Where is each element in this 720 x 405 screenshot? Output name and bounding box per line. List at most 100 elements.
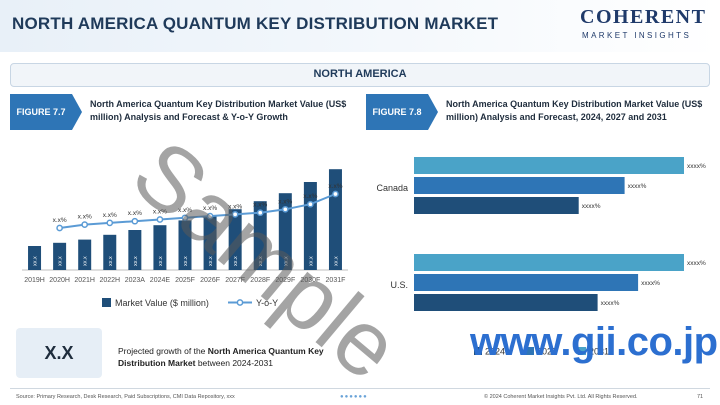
figure-caption-left: North America Quantum Key Distribution M… [90,99,347,122]
hbar-label-us-2031: xxxx% [687,260,706,267]
bar-label-2025F: xx.x [183,256,189,266]
yoy-line [59,193,336,229]
yoy-point-2027F [231,211,239,218]
yoy-label-2027F: x.x% [228,203,242,210]
bar-label-2029F: xx.x [283,256,289,266]
yoy-point-2030F [307,200,314,208]
yoy-point-2021H [81,221,89,228]
legend-yoy: Y-o-Y [256,298,278,308]
yoy-point-2022H [106,219,114,227]
title-bar [0,0,720,52]
hbar-us-2027 [414,274,639,291]
growth-text-bold: North America Quantum Key Distribution M… [118,346,324,368]
footer-dots: ●●●●●● [340,394,368,400]
category-canada: Canada [376,183,408,193]
yoy-point-2026F [206,212,214,220]
yoy-label-2022H: x.x% [103,212,117,219]
bar-label-2020H: xx.x [58,256,64,266]
yoy-label-2020H: x.x% [53,217,67,224]
yoy-point-2028F [256,209,264,217]
bar-2023A [128,230,142,270]
yoy-point-2029F [281,205,289,213]
yoy-label-2031F: x.x% [328,183,342,190]
bar-label-2024E: xx.x [158,256,164,266]
bar-label-2031F: xx.x [333,256,339,266]
yoy-label-2025F: x.x% [178,207,192,214]
bar-label-2026F: xx.x [208,256,214,266]
bar-label-2030F: xx.x [308,256,314,266]
bar-2020H [53,242,67,270]
region-label: NORTH AMERICA [313,68,407,80]
bar-label-2027F: xx.x [233,256,239,266]
bar-2026F [203,215,217,270]
growth-text: Projected growth of the North America Qu… [118,345,368,369]
hbar-canada-2031 [414,157,684,174]
growth-text-prefix: Projected growth of the [118,346,208,356]
legend-swatch-2024 [474,347,482,355]
growth-value: X.X [44,343,74,363]
legend-swatch-2031 [578,347,586,355]
yoy-label-2028F: x.x% [253,202,267,209]
bar-2029F [278,193,292,270]
right-chart: Canada xxxx% xxxx% xxxx% U.S. xxxx% xxxx% xxxx%… [376,157,706,357]
yoy-label-2026F: x.x% [203,205,217,212]
tick-2024E: 2024E [150,277,171,284]
legend-2031: 2031 [589,347,609,357]
growth-box [16,328,102,378]
tick-2023A: 2023A [125,277,146,284]
yoy-point-2023A [131,217,139,225]
tick-2031F: 2031F [326,277,346,284]
figure-caption-right: North America Quantum Key Distribution M… [446,99,703,122]
yoy-label-2030F: x.x% [303,193,317,200]
tick-2025F: 2025F [175,277,195,284]
figure-tag-right: FIGURE 7.8 [366,94,438,130]
bar-label-2022H: xx.x [108,256,114,266]
footer-copyright: © 2024 Coherent Market Insights Pvt. Ltd… [484,394,638,400]
figure-tag-left: FIGURE 7.7 [10,94,82,130]
hbar-label-us-2027: xxxx% [641,280,660,287]
yoy-label-2024E: x.x% [153,209,167,216]
yoy-point-2025F [181,214,189,222]
category-us: U.S. [390,280,408,290]
legend-2024: 2024 [485,347,505,357]
hbar-label-canada-2027: xxxx% [628,183,647,190]
page-number: 71 [697,394,704,400]
yoy-point-2031F [332,190,339,198]
legend-market-value: Market Value ($ million) [115,298,209,308]
legend-2027: 2027 [537,347,557,357]
hbar-label-us-2024: xxxx% [601,300,620,307]
bar-2025F [178,220,192,270]
legend-swatch-2027 [526,347,534,355]
yoy-point-2020H [56,224,63,232]
bar-2019H [28,246,42,270]
tick-2027F: 2027F [225,277,245,284]
tick-2019H: 2019H [24,277,45,284]
yoy-label-2029F: x.x% [278,198,292,205]
bar-label-2021H: xx.x [83,256,89,266]
yoy-label-2023A: x.x% [128,210,142,217]
hbar-canada-2024 [414,197,579,214]
bar-label-2023A: xx.x [133,256,139,266]
bar-2027F [228,209,242,270]
bar-2028F [253,201,267,270]
hbar-us-2031 [414,254,684,271]
hbar-label-canada-2024: xxxx% [582,203,601,210]
legend-swatch-market-value [102,298,111,307]
bar-label-2019H: xx.x [33,256,39,266]
yoy-label-2021H: x.x% [78,214,92,221]
footer-divider [10,388,710,389]
bar-label-2028F: xx.x [258,256,264,266]
hbar-canada-2027 [414,177,625,194]
left-chart: xx.x 2019H xx.x 2020H xx.x 2021H xx.x 2022H xx.x… [22,169,348,308]
hbar-label-canada-2031: xxxx% [687,163,706,170]
growth-text-suffix: between 2024-2031 [195,358,273,368]
legend-marker-yoy [236,299,244,306]
region-banner: NORTH AMERICA [10,63,710,87]
logo-wordmark: COHERENT [580,6,707,28]
bar-2024E [153,225,167,270]
tick-2020H: 2020H [49,277,70,284]
tick-2021H: 2021H [74,277,95,284]
tick-2026F: 2026F [200,277,220,284]
tick-2022H: 2022H [99,277,120,284]
bar-2022H [103,234,117,270]
